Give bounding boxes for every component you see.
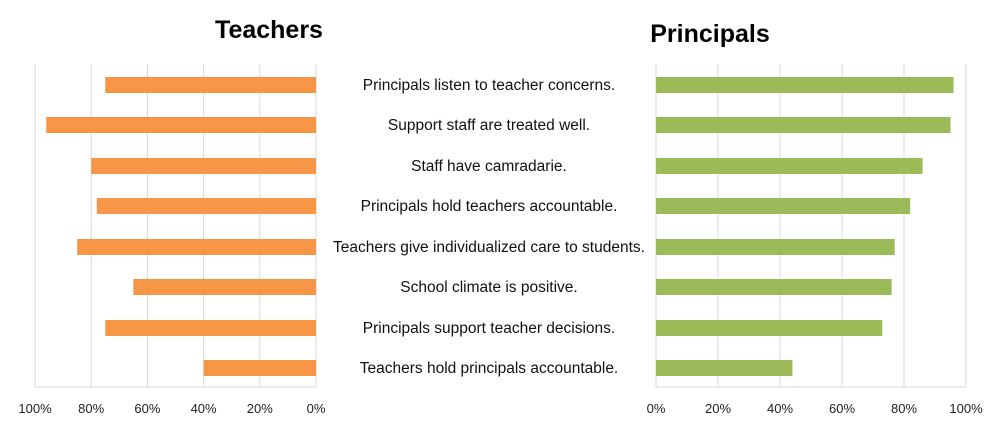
principals-tick-label: 40% xyxy=(767,401,793,416)
category-label: Staff have camradarie. xyxy=(411,158,567,175)
principals-tick-label: 0% xyxy=(647,401,666,416)
principals-tick-label: 20% xyxy=(705,401,731,416)
principals-bars xyxy=(656,77,954,376)
teachers-bar xyxy=(46,117,317,133)
category-label: Teachers hold principals accountable. xyxy=(360,360,619,377)
principals-bar xyxy=(656,198,911,214)
teachers-bar xyxy=(105,77,316,93)
category-label: School climate is positive. xyxy=(400,279,577,296)
principals-bar xyxy=(656,117,951,133)
teachers-chart-title: Teachers xyxy=(215,16,323,44)
principals-tick-label: 80% xyxy=(891,401,917,416)
principals-bar xyxy=(656,239,895,255)
teachers-tick-label: 0% xyxy=(307,401,326,416)
category-label: Principals listen to teacher concerns. xyxy=(363,77,615,94)
principals-tick-label: 60% xyxy=(829,401,855,416)
teachers-tick-label: 20% xyxy=(247,401,273,416)
principals-bar xyxy=(656,279,892,295)
category-label: Teachers give individualized care to stu… xyxy=(333,239,645,256)
principals-chart-title: Principals xyxy=(650,20,770,48)
teachers-bar xyxy=(77,239,317,255)
teachers-bar xyxy=(203,360,316,376)
category-label: Principals hold teachers accountable. xyxy=(361,198,618,215)
principals-gridlines xyxy=(655,64,967,388)
principals-tick-label: 100% xyxy=(949,401,983,416)
teachers-gridlines xyxy=(34,64,317,388)
principals-bar xyxy=(656,158,923,174)
category-label: Support staff are treated well. xyxy=(388,117,590,134)
teachers-bar xyxy=(91,158,316,174)
category-label: Principals support teacher decisions. xyxy=(363,320,615,337)
principals-bar xyxy=(656,320,883,336)
principals-bar xyxy=(656,360,793,376)
principals-x-axis-ticks: 0% 20% 40% 60% 80% 100% xyxy=(647,401,983,416)
teachers-tick-label: 60% xyxy=(134,401,160,416)
teachers-tick-label: 100% xyxy=(18,401,52,416)
teachers-tick-label: 40% xyxy=(191,401,217,416)
teachers-bar xyxy=(133,279,316,295)
teachers-bar xyxy=(96,198,316,214)
principals-bar xyxy=(656,77,954,93)
teachers-x-axis-ticks: 100% 80% 60% 40% 20% 0% xyxy=(18,401,325,416)
teachers-bars xyxy=(46,77,317,376)
teachers-tick-label: 80% xyxy=(78,401,104,416)
category-labels: Principals listen to teacher concerns. Su… xyxy=(333,77,645,377)
teachers-bar xyxy=(105,320,316,336)
